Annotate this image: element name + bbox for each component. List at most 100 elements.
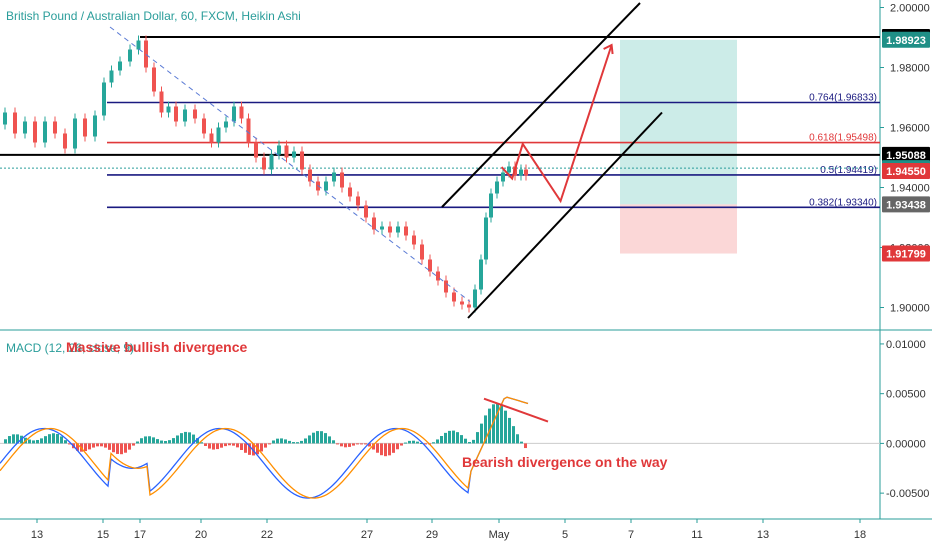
candle-body	[109, 70, 114, 83]
candle-body	[3, 112, 7, 125]
candle-body	[412, 235, 416, 245]
macd-histogram-bar	[48, 434, 51, 444]
price-tag-label: 1.95088	[886, 150, 926, 162]
price-tick-label: 1.98000	[890, 63, 930, 75]
macd-histogram-bar	[384, 443, 387, 457]
macd-histogram-bar	[28, 439, 31, 444]
date-tick-label: 22	[261, 529, 273, 541]
macd-histogram-bar	[508, 417, 511, 444]
macd-histogram-bar	[300, 440, 303, 444]
candle-body	[202, 118, 206, 134]
macd-histogram-bar	[448, 430, 451, 444]
price-tag-box	[882, 196, 930, 213]
candle-body	[93, 115, 97, 137]
macd-histogram-bar	[504, 410, 507, 444]
macd-histogram-bar	[112, 443, 115, 453]
macd-tick-label: 0.00000	[886, 438, 926, 450]
candle-body	[13, 112, 17, 134]
candle-body	[473, 289, 477, 308]
price-tag: 1.94550	[882, 163, 930, 179]
macd-histogram-bar	[476, 432, 479, 444]
macd-tick-label: 0.01000	[886, 339, 926, 351]
macd-histogram-bar	[40, 438, 43, 444]
candle-body	[519, 169, 523, 176]
date-tick-label: 18	[854, 529, 866, 541]
macd-histogram-bar	[380, 443, 383, 456]
price-tag: 1.95088	[882, 146, 930, 163]
candle-body	[332, 172, 336, 182]
macd-histogram-bar	[260, 443, 263, 452]
macd-histogram-bar	[252, 443, 255, 456]
price-tag: 1.98923	[882, 31, 930, 48]
macd-histogram-bar	[348, 443, 351, 447]
channel-lower-line	[467, 111, 663, 319]
channel-upper-line	[441, 2, 641, 208]
macd-histogram-bar	[284, 439, 287, 444]
macd-histogram-bar	[228, 443, 231, 446]
macd-histogram-bar	[232, 443, 235, 446]
macd-tick-label: -0.00500	[886, 488, 929, 500]
date-tick-label: May	[489, 529, 510, 541]
candle-body	[356, 196, 360, 206]
macd-histogram-bar	[332, 440, 335, 444]
candle-body	[193, 109, 197, 119]
macd-histogram-bar	[432, 442, 435, 444]
candle-body	[269, 154, 274, 170]
macd-histogram-bar	[340, 443, 343, 447]
macd-histogram-bar	[524, 443, 527, 449]
macd-histogram-bar	[388, 443, 391, 456]
candle-body	[507, 166, 511, 173]
macd-histogram-bar	[480, 423, 483, 444]
macd-tick-label: 0.00500	[886, 389, 926, 401]
projected-path	[500, 44, 613, 204]
macd-histogram-bar	[272, 440, 275, 444]
candle-body	[216, 127, 221, 143]
macd-histogram-bar	[120, 443, 123, 455]
macd-histogram-bar	[140, 438, 143, 444]
candle-body	[136, 40, 141, 50]
candle-body	[254, 142, 258, 158]
macd-histogram-bar	[248, 443, 251, 455]
macd-histogram-bar	[400, 443, 403, 446]
macd-histogram-bar	[128, 443, 131, 450]
date-tick-label: 13	[757, 529, 769, 541]
candle-body	[183, 109, 187, 122]
candle-body	[495, 181, 499, 194]
macd-histogram-bar	[172, 438, 175, 444]
macd-histogram-bar	[240, 443, 243, 450]
macd-histogram-bar	[12, 434, 15, 444]
macd-histogram-bar	[244, 443, 247, 453]
macd-histogram-bar	[184, 431, 187, 444]
candle-body	[501, 172, 505, 182]
macd-histogram-bar	[344, 443, 347, 448]
macd-histogram-bar	[464, 438, 467, 444]
macd-line	[0, 396, 529, 499]
macd-histogram-bar	[356, 443, 359, 445]
macd-histogram-bar	[64, 440, 67, 444]
candle-body	[43, 121, 47, 143]
macd-histogram-bar	[492, 404, 495, 444]
macd-histogram-bar	[328, 436, 331, 444]
macd-histogram-bar	[420, 443, 423, 445]
macd-histogram-bar	[416, 441, 419, 444]
price-tick-label: 1.96000	[890, 123, 930, 135]
macd-histogram-bar	[352, 443, 355, 446]
macd-histogram-bar	[360, 443, 363, 445]
annotation-bullish: Massive bullish divergence	[66, 339, 248, 355]
date-tick-label: 5	[562, 529, 568, 541]
candle-body	[489, 193, 493, 218]
date-tick-label: 15	[97, 529, 109, 541]
macd-histogram-bar	[320, 431, 323, 444]
candle-body	[308, 169, 312, 182]
macd-histogram-bar	[148, 436, 151, 444]
macd-histogram-bar	[276, 438, 279, 444]
macd-histogram-bar	[236, 443, 239, 448]
macd-histogram-bar	[164, 441, 167, 444]
macd-histogram-bar	[372, 443, 375, 450]
candle-body	[63, 133, 67, 149]
candle-body	[33, 121, 37, 143]
macd-histogram-bar	[8, 436, 11, 444]
macd-histogram-bar	[84, 443, 87, 452]
macd-histogram-bar	[160, 440, 163, 444]
